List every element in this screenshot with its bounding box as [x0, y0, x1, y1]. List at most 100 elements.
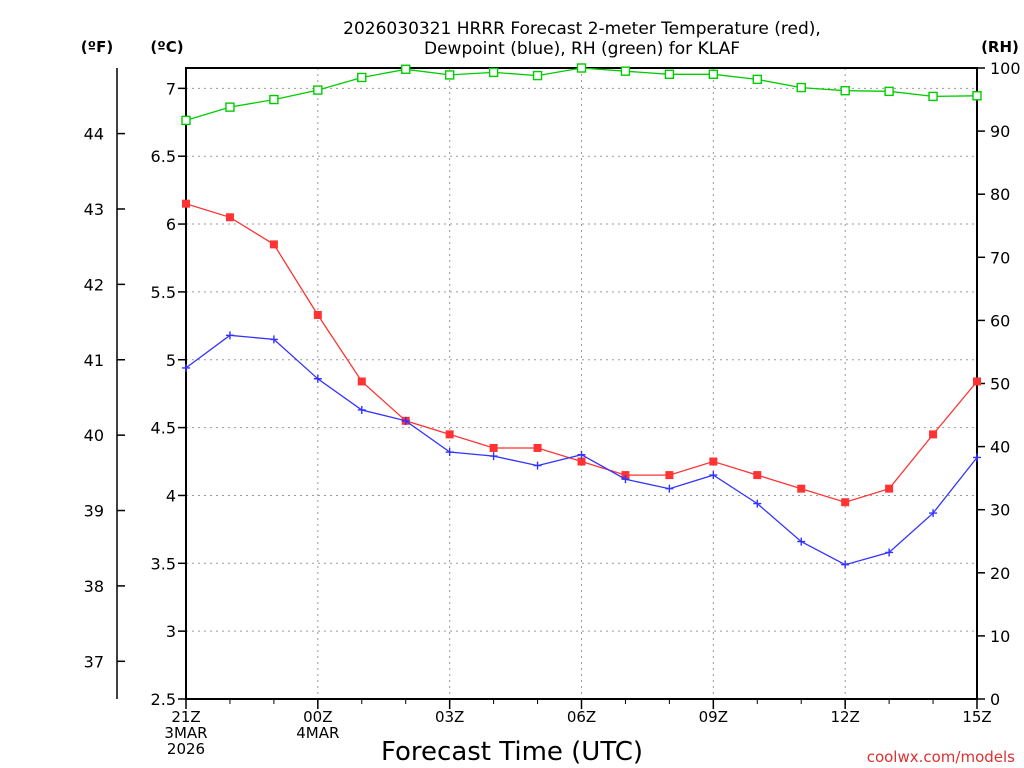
temperature-point: [357, 377, 366, 386]
temperature-point: [665, 471, 674, 480]
rh-point: [796, 82, 806, 93]
dewpoint-point: [753, 499, 762, 508]
dewpoint-point: [489, 452, 498, 461]
rh-point: [357, 72, 367, 83]
temperature-point: [489, 443, 498, 452]
x-tick-label: 00Z: [303, 708, 332, 726]
fahrenheit-tick-label: 38: [84, 577, 104, 596]
x-tick-label: 12Z: [830, 708, 859, 726]
temperature-point: [797, 484, 806, 493]
rh-point: [181, 115, 191, 126]
rh-point: [664, 69, 675, 80]
x-tick-label: 06Z: [567, 708, 596, 726]
rh-tick-label: 50: [990, 375, 1010, 394]
series-temperature: [182, 199, 981, 507]
celsius-tick-label: 5.5: [151, 283, 176, 302]
temperature-point: [841, 498, 850, 507]
plot-frame: [185, 67, 978, 700]
celsius-tick-label: 6: [166, 215, 176, 234]
rh-tick-label: 60: [990, 311, 1010, 330]
rh-point: [313, 85, 323, 95]
credit-label: coolwx.com/models: [867, 748, 1015, 766]
fahrenheit-tick-label: 40: [84, 426, 104, 445]
chart-title-line1: 2026030321 HRRR Forecast 2-meter Tempera…: [343, 19, 821, 39]
dewpoint-point: [929, 509, 938, 518]
fahrenheit-tick-label: 37: [84, 652, 104, 671]
rh-point: [532, 70, 543, 81]
series-dewpoint: [182, 331, 981, 569]
x-tick-label: 2026: [167, 740, 205, 758]
rh-unit-label: (RH): [981, 38, 1019, 56]
dewpoint-point: [841, 560, 850, 569]
temperature-point: [621, 471, 630, 480]
dewpoint-point: [797, 537, 806, 546]
dewpoint-point: [182, 363, 190, 372]
grid-lines: [186, 68, 977, 699]
temperature-point: [182, 199, 190, 208]
celsius-tick-label: 6.5: [151, 147, 176, 166]
temperature-point: [313, 310, 322, 319]
fahrenheit-tick-label: 42: [84, 275, 104, 294]
rh-point: [708, 69, 719, 80]
dewpoint-point: [665, 484, 674, 493]
x-tick-label: 4MAR: [296, 724, 339, 742]
celsius-tick-label: 3.5: [151, 554, 176, 573]
rh-point: [972, 91, 982, 101]
rh-point: [269, 94, 279, 105]
temperature-point: [445, 430, 454, 439]
temperature-point: [885, 484, 894, 493]
rh-point: [884, 86, 894, 97]
celsius-tick-label: 2.5: [151, 690, 176, 709]
x-axis-label: Forecast Time (UTC): [381, 737, 643, 767]
rh-point: [620, 66, 631, 76]
temperature-point: [753, 471, 762, 480]
x-tick-label: 3MAR: [164, 724, 207, 742]
rh-tick-label: 80: [990, 185, 1010, 204]
fahrenheit-tick-label: 43: [84, 200, 104, 219]
dewpoint-point: [533, 461, 542, 470]
rh-tick-label: 90: [990, 122, 1010, 141]
rh-tick-label: 70: [990, 248, 1010, 267]
rh-point: [444, 70, 455, 80]
rh-tick-label: 30: [990, 501, 1010, 520]
temperature-point: [533, 443, 542, 452]
temperature-point: [929, 430, 938, 439]
fahrenheit-tick-label: 44: [84, 125, 104, 144]
x-tick-label: 21Z: [171, 708, 200, 726]
rh-point: [488, 67, 499, 78]
rh-point: [752, 74, 762, 85]
dewpoint-point: [885, 548, 894, 557]
x-tick-label: 03Z: [435, 708, 464, 726]
dewpoint-point: [357, 405, 366, 414]
dewpoint-point: [269, 335, 278, 344]
rh-tick-label: 40: [990, 438, 1010, 457]
dewpoint-point: [709, 471, 718, 480]
dewpoint-point: [401, 416, 410, 425]
fahrenheit-tick-label: 39: [84, 502, 104, 521]
temperature-point: [577, 457, 586, 466]
rh-point: [576, 63, 587, 73]
axes: 37383940414243442.533.544.555.566.570102…: [84, 59, 1021, 758]
rh-tick-label: 10: [990, 627, 1010, 646]
temperature-point: [973, 377, 981, 386]
rh-point: [840, 86, 850, 96]
dewpoint-point: [621, 475, 630, 484]
dewpoint-point: [225, 331, 234, 340]
chart-title-line2: Dewpoint (blue), RH (green) for KLAF: [424, 39, 740, 59]
temperature-point: [709, 457, 718, 466]
series-layer: [181, 63, 982, 569]
celsius-tick-label: 4.5: [151, 419, 176, 438]
celsius-tick-label: 7: [166, 79, 176, 98]
fahrenheit-tick-label: 41: [84, 351, 104, 370]
x-tick-label: 15Z: [962, 708, 991, 726]
rh-tick-label: 0: [990, 690, 1000, 709]
dewpoint-point: [973, 453, 981, 462]
rh-point: [928, 91, 938, 102]
series-rh: [181, 63, 982, 126]
rh-tick-label: 100: [990, 59, 1021, 78]
dewpoint-point: [313, 374, 322, 383]
fahrenheit-unit-label: (ºF): [81, 38, 113, 56]
celsius-tick-label: 4: [166, 486, 176, 505]
rh-tick-label: 20: [990, 564, 1010, 583]
